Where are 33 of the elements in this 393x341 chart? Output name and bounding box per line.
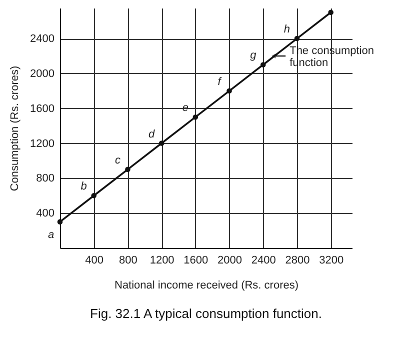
y-tick-label: 1600 <box>30 102 54 115</box>
point <box>226 88 232 94</box>
point <box>57 219 63 224</box>
x-tick-label: 2800 <box>285 254 310 266</box>
point <box>158 140 164 146</box>
data-label: a <box>48 228 54 241</box>
point <box>294 36 300 42</box>
point <box>125 166 130 172</box>
point <box>328 10 334 16</box>
data-label: b <box>80 180 87 193</box>
x-tick-label: 400 <box>85 254 104 266</box>
x-tick-label: 3200 <box>319 254 344 266</box>
x-tick-label: 2400 <box>251 254 276 266</box>
data-label: c <box>114 154 121 166</box>
y-tick-label: 400 <box>36 208 54 220</box>
data-label: h <box>284 24 290 36</box>
point <box>260 62 266 68</box>
y-tick-label: 2000 <box>30 68 54 80</box>
y-tick-label: 1200 <box>30 138 54 150</box>
x-tick-label: 1600 <box>184 254 208 266</box>
text: Fig. 32.1 A typical consumption function. <box>90 306 322 321</box>
y-tick-label: 800 <box>36 172 54 185</box>
x-tick-label: 800 <box>119 254 138 266</box>
x-tick-label: 2000 <box>218 254 242 266</box>
y-tick-label: 2400 <box>30 33 54 46</box>
data-label: f <box>218 76 222 88</box>
y-axis-title: Consumption (Rs. crores) <box>9 66 22 192</box>
x-tick-label: 1200 <box>150 254 174 266</box>
data-label: g <box>250 50 258 62</box>
data-label: d <box>148 128 156 140</box>
x-axis-title: National income received (Rs. crores) <box>114 280 299 292</box>
point <box>91 192 96 198</box>
point <box>192 114 198 120</box>
